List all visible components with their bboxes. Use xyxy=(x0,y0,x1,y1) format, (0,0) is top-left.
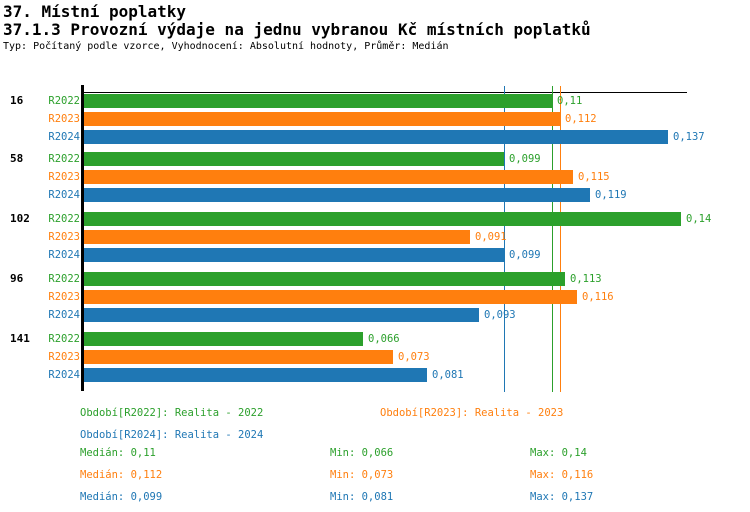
bar-r2022-102 xyxy=(84,212,681,226)
bar-value-label: 0,093 xyxy=(484,309,516,321)
bar-value-label: 0,091 xyxy=(475,231,507,243)
report-meta-line: Typ: Počítaný podle vzorce, Vyhodnocení:… xyxy=(3,41,449,52)
stat-min-r2024: Min: 0,081 xyxy=(330,491,394,503)
legend-item-r2023: Období[R2023]: Realita - 2023 xyxy=(380,407,564,419)
bar-value-label: 0,115 xyxy=(578,171,610,183)
report-title: 37. Místní poplatky xyxy=(3,2,187,21)
bar-r2023-58 xyxy=(84,170,573,184)
category-label: 16 xyxy=(10,94,24,107)
stat-min-r2022: Min: 0,066 xyxy=(330,447,394,459)
series-row-label: R2023 xyxy=(48,171,80,183)
bar-r2023-96 xyxy=(84,290,577,304)
bar-r2024-141 xyxy=(84,368,427,382)
bar-value-label: 0,112 xyxy=(565,113,597,125)
stat-max-r2022: Max: 0,14 xyxy=(530,447,587,459)
stat-max-r2023: Max: 0,116 xyxy=(530,469,594,481)
median-line-r2023 xyxy=(560,86,561,392)
bar-value-label: 0,113 xyxy=(570,273,602,285)
stat-min-r2023: Min: 0,073 xyxy=(330,469,394,481)
bar-r2022-96 xyxy=(84,272,565,286)
series-row-label: R2022 xyxy=(48,153,80,165)
bar-r2023-16 xyxy=(84,112,560,126)
x-axis-line xyxy=(81,92,687,93)
series-row-label: R2022 xyxy=(48,95,80,107)
bar-value-label: 0,116 xyxy=(582,291,614,303)
bar-r2023-102 xyxy=(84,230,470,244)
category-label: 58 xyxy=(10,152,24,165)
bar-r2024-16 xyxy=(84,130,668,144)
series-row-label: R2023 xyxy=(48,231,80,243)
series-row-label: R2022 xyxy=(48,213,80,225)
bar-r2022-16 xyxy=(84,94,552,108)
legend-item-r2024: Období[R2024]: Realita - 2024 xyxy=(80,429,264,441)
median-line-r2022 xyxy=(552,86,553,392)
series-row-label: R2024 xyxy=(48,131,80,143)
stat-median-r2024: Medián: 0,099 xyxy=(80,491,163,503)
bar-r2022-58 xyxy=(84,152,504,166)
stat-max-r2024: Max: 0,137 xyxy=(530,491,594,503)
bar-r2022-141 xyxy=(84,332,363,346)
series-row-label: R2024 xyxy=(48,309,80,321)
bar-value-label: 0,137 xyxy=(673,131,705,143)
stat-median-r2022: Medián: 0,11 xyxy=(80,447,156,459)
bar-value-label: 0,066 xyxy=(368,333,400,345)
bar-r2023-141 xyxy=(84,350,393,364)
bar-value-label: 0,119 xyxy=(595,189,627,201)
category-label: 96 xyxy=(10,272,24,285)
series-row-label: R2023 xyxy=(48,351,80,363)
series-row-label: R2023 xyxy=(48,113,80,125)
series-row-label: R2023 xyxy=(48,291,80,303)
series-row-label: R2024 xyxy=(48,189,80,201)
bar-value-label: 0,11 xyxy=(557,95,583,107)
bar-r2024-102 xyxy=(84,248,504,262)
bar-value-label: 0,099 xyxy=(509,249,541,261)
category-label: 102 xyxy=(10,212,30,225)
series-row-label: R2022 xyxy=(48,333,80,345)
y-axis-line xyxy=(81,85,84,391)
stat-median-r2023: Medián: 0,112 xyxy=(80,469,163,481)
series-row-label: R2024 xyxy=(48,369,80,381)
category-label: 141 xyxy=(10,332,30,345)
report-subtitle: 37.1.3 Provozní výdaje na jednu vybranou… xyxy=(3,20,591,39)
bar-value-label: 0,073 xyxy=(398,351,430,363)
bar-value-label: 0,081 xyxy=(432,369,464,381)
series-row-label: R2024 xyxy=(48,249,80,261)
series-row-label: R2022 xyxy=(48,273,80,285)
bar-r2024-58 xyxy=(84,188,590,202)
legend-item-r2022: Období[R2022]: Realita - 2022 xyxy=(80,407,264,419)
bar-value-label: 0,099 xyxy=(509,153,541,165)
bar-r2024-96 xyxy=(84,308,479,322)
median-line-r2024 xyxy=(504,86,505,392)
bar-value-label: 0,14 xyxy=(686,213,712,225)
